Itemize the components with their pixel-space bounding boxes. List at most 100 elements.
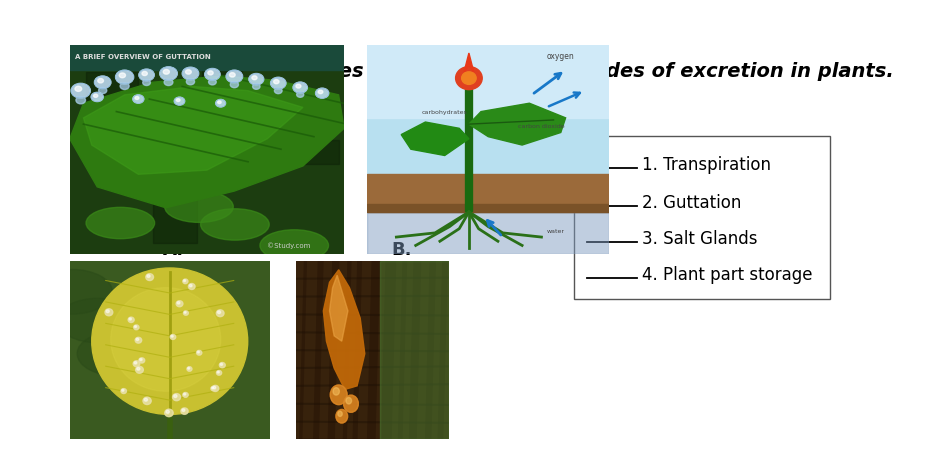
Circle shape — [205, 69, 220, 80]
Circle shape — [166, 410, 169, 413]
Text: A.: A. — [163, 241, 184, 259]
Circle shape — [143, 397, 152, 405]
Circle shape — [189, 283, 195, 290]
Circle shape — [249, 73, 264, 85]
Circle shape — [146, 274, 153, 281]
Ellipse shape — [259, 230, 328, 261]
Circle shape — [76, 96, 86, 104]
Circle shape — [271, 77, 286, 89]
FancyBboxPatch shape — [574, 136, 830, 299]
Circle shape — [330, 385, 347, 405]
Polygon shape — [70, 76, 344, 208]
Circle shape — [173, 393, 180, 401]
Circle shape — [136, 367, 143, 373]
Polygon shape — [329, 275, 348, 341]
Bar — [202, 51, 242, 95]
Bar — [367, 204, 609, 212]
Circle shape — [253, 84, 260, 89]
Polygon shape — [401, 122, 469, 156]
Circle shape — [218, 311, 220, 313]
Circle shape — [184, 312, 186, 313]
Polygon shape — [84, 86, 303, 174]
Circle shape — [212, 387, 214, 389]
Circle shape — [142, 79, 151, 86]
Circle shape — [336, 409, 348, 423]
Circle shape — [197, 351, 199, 353]
Circle shape — [220, 363, 222, 365]
Circle shape — [160, 67, 178, 80]
Bar — [116, 156, 195, 178]
Bar — [285, 140, 339, 164]
Circle shape — [164, 79, 173, 86]
Circle shape — [196, 351, 202, 355]
Circle shape — [105, 309, 113, 316]
Circle shape — [91, 92, 103, 102]
Text: oxygen: oxygen — [547, 52, 575, 61]
Circle shape — [297, 92, 304, 97]
Circle shape — [188, 368, 190, 369]
Circle shape — [185, 70, 192, 74]
Circle shape — [164, 70, 169, 74]
Bar — [153, 184, 196, 243]
Circle shape — [333, 388, 339, 395]
Circle shape — [226, 70, 243, 83]
Circle shape — [94, 94, 98, 97]
Ellipse shape — [58, 298, 138, 343]
Polygon shape — [324, 270, 365, 390]
Circle shape — [315, 88, 328, 98]
Circle shape — [183, 280, 186, 282]
Circle shape — [139, 358, 145, 363]
Text: water: water — [547, 229, 565, 234]
Circle shape — [135, 337, 141, 343]
Circle shape — [134, 361, 137, 364]
Circle shape — [461, 72, 476, 85]
Ellipse shape — [33, 269, 113, 314]
Circle shape — [190, 284, 193, 287]
Circle shape — [231, 81, 238, 88]
Circle shape — [208, 79, 217, 85]
Bar — [367, 45, 609, 118]
Bar — [367, 174, 609, 212]
Circle shape — [217, 370, 221, 375]
Text: 3. Salt Glands: 3. Salt Glands — [642, 230, 757, 248]
Circle shape — [343, 395, 358, 412]
Circle shape — [170, 335, 176, 339]
Text: carbon dioxide: carbon dioxide — [518, 124, 565, 129]
Circle shape — [216, 100, 226, 107]
Circle shape — [296, 84, 301, 88]
Circle shape — [133, 361, 140, 367]
Circle shape — [129, 318, 131, 320]
Circle shape — [95, 76, 111, 88]
Circle shape — [98, 78, 103, 83]
Circle shape — [217, 310, 224, 317]
Circle shape — [346, 398, 352, 404]
Circle shape — [174, 395, 177, 398]
Text: D.: D. — [338, 384, 359, 402]
Circle shape — [121, 389, 126, 393]
Ellipse shape — [86, 207, 154, 239]
Circle shape — [133, 95, 144, 103]
Circle shape — [177, 99, 180, 102]
Circle shape — [252, 76, 257, 80]
Circle shape — [171, 335, 173, 337]
Polygon shape — [469, 103, 565, 145]
Bar — [367, 45, 609, 174]
Circle shape — [211, 386, 216, 391]
Ellipse shape — [201, 209, 269, 240]
Circle shape — [106, 310, 109, 313]
Circle shape — [274, 88, 282, 94]
Circle shape — [174, 97, 185, 105]
Circle shape — [183, 393, 186, 395]
Circle shape — [293, 82, 307, 93]
Circle shape — [330, 385, 347, 405]
Circle shape — [165, 409, 173, 417]
Circle shape — [213, 386, 216, 389]
Text: ©Study.com: ©Study.com — [267, 242, 311, 249]
Bar — [128, 116, 193, 170]
Circle shape — [120, 83, 129, 89]
Circle shape — [218, 101, 221, 103]
Circle shape — [177, 302, 179, 304]
Text: A BRIEF OVERVIEW OF GUTTATION: A BRIEF OVERVIEW OF GUTTATION — [75, 54, 211, 60]
Text: 2. Guttation: 2. Guttation — [642, 194, 741, 212]
Circle shape — [71, 83, 90, 98]
